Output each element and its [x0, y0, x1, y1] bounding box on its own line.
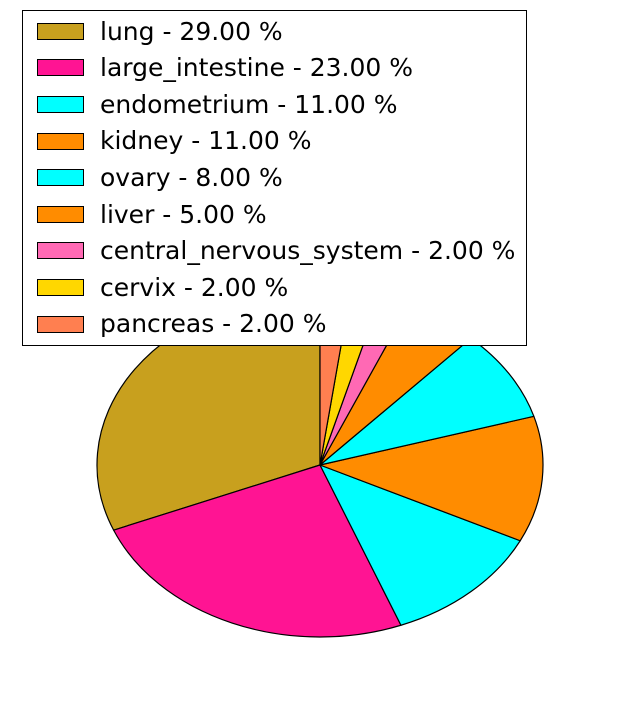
legend-swatch-large-intestine — [37, 59, 84, 77]
legend-swatch-endometrium — [37, 95, 84, 113]
legend-item-large-intestine: large_intestine - 23.00 % — [37, 50, 520, 87]
legend-label-central-nervous-system: central_nervous_system - 2.00 % — [100, 236, 516, 266]
legend-item-kidney: kidney - 11.00 % — [37, 123, 520, 160]
pie-slice-large_intestine — [113, 464, 402, 638]
legend-swatch-kidney — [37, 132, 84, 150]
legend-swatch-liver — [37, 205, 84, 223]
legend-item-pancreas: pancreas - 2.00 % — [37, 306, 520, 343]
legend-label-liver: liver - 5.00 % — [100, 199, 267, 229]
legend-label-endometrium: endometrium - 11.00 % — [100, 89, 398, 119]
legend-item-lung: lung - 29.00 % — [37, 13, 520, 50]
legend-label-ovary: ovary - 8.00 % — [100, 162, 283, 192]
legend-label-cervix: cervix - 2.00 % — [100, 272, 289, 302]
legend-item-central-nervous-system: central_nervous_system - 2.00 % — [37, 233, 520, 270]
legend-item-ovary: ovary - 8.00 % — [37, 159, 520, 196]
legend-swatch-cervix — [37, 278, 84, 296]
legend-swatch-lung — [37, 22, 84, 40]
legend-label-kidney: kidney - 11.00 % — [100, 126, 312, 156]
legend-swatch-central-nervous-system — [37, 242, 84, 260]
legend-label-lung: lung - 29.00 % — [100, 16, 283, 46]
legend-label-pancreas: pancreas - 2.00 % — [100, 309, 327, 339]
pie-slice-kidney — [319, 415, 544, 542]
legend-item-cervix: cervix - 2.00 % — [37, 269, 520, 306]
legend: lung - 29.00 % large_intestine - 23.00 %… — [22, 10, 527, 346]
legend-item-endometrium: endometrium - 11.00 % — [37, 86, 520, 123]
legend-swatch-pancreas — [37, 315, 84, 333]
legend-item-liver: liver - 5.00 % — [37, 196, 520, 233]
legend-label-large-intestine: large_intestine - 23.00 % — [100, 53, 414, 83]
legend-swatch-ovary — [37, 169, 84, 187]
pie-slice-endometrium — [319, 464, 521, 626]
